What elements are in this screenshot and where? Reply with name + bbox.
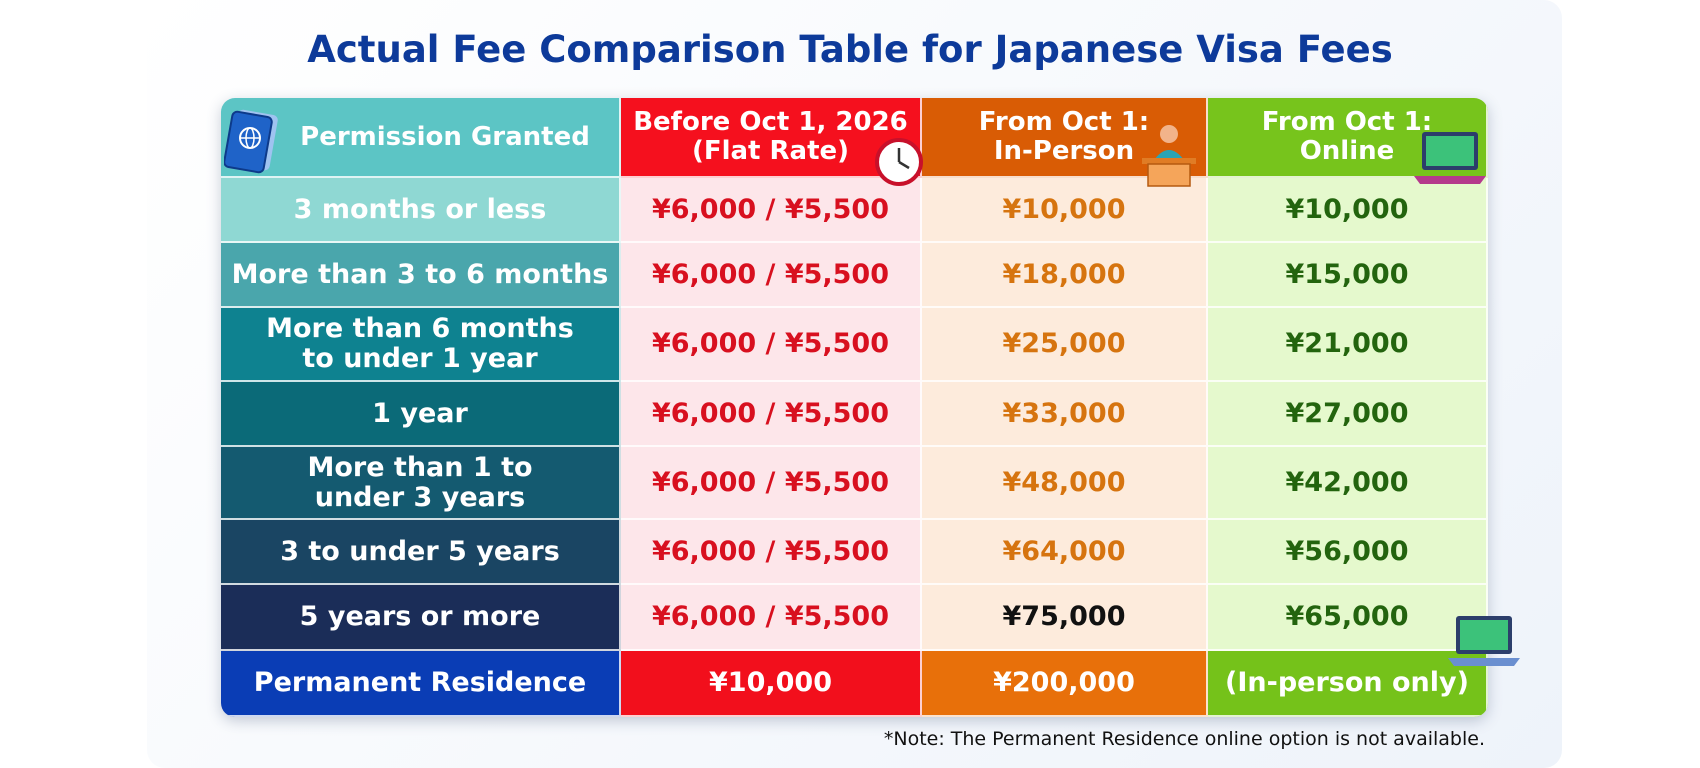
header-cell: Permission Granted bbox=[221, 98, 621, 178]
fee-cell: ¥75,000 bbox=[922, 585, 1208, 651]
fee-cell: ¥48,000 bbox=[922, 447, 1208, 520]
fee-cell: ¥6,000 / ¥5,500 bbox=[621, 308, 922, 382]
fee-cell: ¥6,000 / ¥5,500 bbox=[621, 178, 922, 243]
fee-cell: ¥10,000 bbox=[1208, 178, 1488, 243]
passport-icon bbox=[224, 109, 278, 174]
row-label: 3 months or less bbox=[221, 178, 621, 243]
fee-cell: ¥6,000 / ¥5,500 bbox=[621, 585, 922, 651]
laptop-icon bbox=[1448, 616, 1520, 666]
desk-icon bbox=[1142, 125, 1196, 187]
fee-cell: ¥42,000 bbox=[1208, 447, 1488, 520]
fee-cell: ¥10,000 bbox=[922, 178, 1208, 243]
fee-cell: ¥21,000 bbox=[1208, 308, 1488, 382]
laptop-icon bbox=[1414, 132, 1486, 184]
fee-cell: ¥27,000 bbox=[1208, 382, 1488, 447]
fee-cell: ¥18,000 bbox=[922, 243, 1208, 308]
clock-icon bbox=[875, 138, 923, 186]
row-label: More than 6 months to under 1 year bbox=[221, 308, 621, 382]
row-label: 1 year bbox=[221, 382, 621, 447]
header-cell: Before Oct 1, 2026 (Flat Rate) bbox=[621, 98, 922, 178]
fee-cell: ¥6,000 / ¥5,500 bbox=[621, 520, 922, 585]
title: Actual Fee Comparison Table for Japanese… bbox=[307, 28, 1393, 71]
row-label: More than 1 to under 3 years bbox=[221, 447, 621, 520]
row-label: Permanent Residence bbox=[221, 651, 621, 717]
fee-cell: (In-person only) bbox=[1208, 651, 1488, 717]
fee-cell: ¥6,000 / ¥5,500 bbox=[621, 382, 922, 447]
row-label: 5 years or more bbox=[221, 585, 621, 651]
fee-cell: ¥56,000 bbox=[1208, 520, 1488, 585]
fee-cell: ¥64,000 bbox=[922, 520, 1208, 585]
fee-cell: ¥33,000 bbox=[922, 382, 1208, 447]
fee-table: Permission Granted Before Oct 1, 2026 (Fl… bbox=[221, 98, 1488, 717]
fee-cell: ¥65,000 bbox=[1208, 585, 1488, 651]
row-label: 3 to under 5 years bbox=[221, 520, 621, 585]
fee-cell: ¥25,000 bbox=[922, 308, 1208, 382]
note: *Note: The Permanent Residence online op… bbox=[883, 728, 1485, 750]
fee-cell: ¥15,000 bbox=[1208, 243, 1488, 308]
fee-cell: ¥200,000 bbox=[922, 651, 1208, 717]
fee-cell: ¥6,000 / ¥5,500 bbox=[621, 243, 922, 308]
fee-cell: ¥6,000 / ¥5,500 bbox=[621, 447, 922, 520]
fee-cell: ¥10,000 bbox=[621, 651, 922, 717]
row-label: More than 3 to 6 months bbox=[221, 243, 621, 308]
